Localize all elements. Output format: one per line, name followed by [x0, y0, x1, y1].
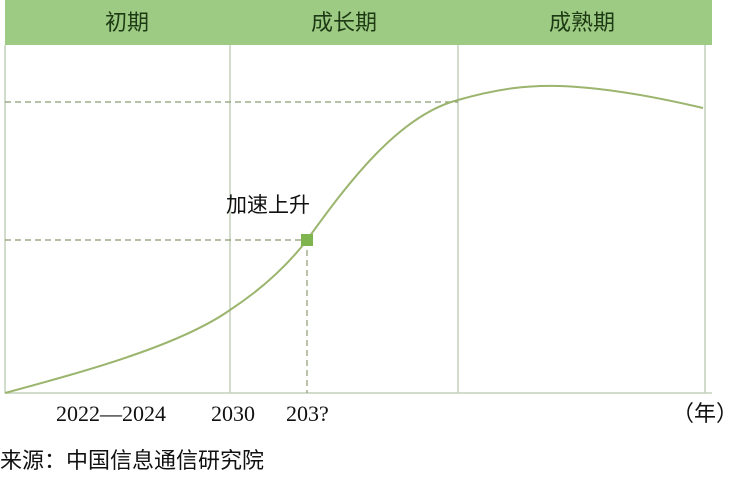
phase-header-band: [5, 0, 712, 45]
x-label-2030: 2030: [211, 401, 255, 426]
x-label-203x: 203?: [286, 401, 329, 426]
x-unit-label: （年）: [672, 401, 738, 426]
source-note: 来源：中国信息通信研究院: [0, 448, 264, 473]
phase-label-mature: 成熟期: [549, 11, 615, 36]
phase-dividers: [4, 45, 706, 393]
inflection-marker: [301, 234, 313, 246]
annotation-accelerate: 加速上升: [226, 193, 310, 217]
reference-lines: [5, 101, 458, 393]
phase-label-initial: 初期: [105, 11, 149, 36]
x-label-2022-2024: 2022—2024: [56, 401, 166, 426]
s-curve: [4, 84, 704, 394]
phase-label-growth: 成长期: [311, 11, 377, 36]
